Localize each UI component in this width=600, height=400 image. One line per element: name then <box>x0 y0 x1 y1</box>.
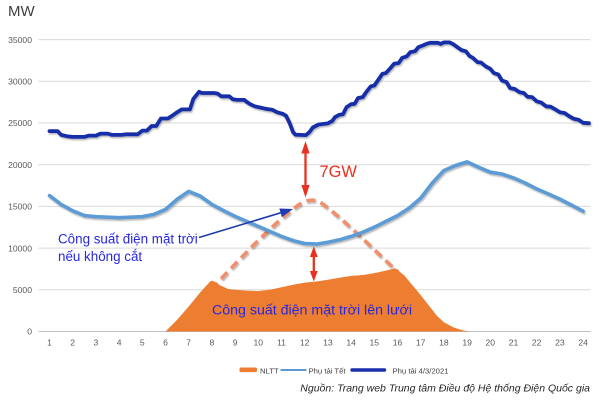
svg-text:9: 9 <box>233 338 238 348</box>
svg-text:4: 4 <box>117 338 122 348</box>
svg-text:25000: 25000 <box>8 118 32 128</box>
svg-text:1: 1 <box>47 338 52 348</box>
svg-text:16: 16 <box>393 338 403 348</box>
svg-text:0: 0 <box>27 327 32 337</box>
svg-text:10000: 10000 <box>8 243 32 253</box>
svg-text:20: 20 <box>486 338 496 348</box>
svg-text:Phụ tải 4/3/2021: Phụ tải 4/3/2021 <box>393 367 449 376</box>
svg-text:17: 17 <box>416 338 426 348</box>
svg-text:8: 8 <box>210 338 215 348</box>
svg-text:15000: 15000 <box>8 202 32 212</box>
svg-text:13: 13 <box>323 338 333 348</box>
svg-text:23: 23 <box>555 338 565 348</box>
svg-text:24: 24 <box>578 338 588 348</box>
svg-text:10: 10 <box>254 338 264 348</box>
svg-text:3: 3 <box>94 338 99 348</box>
svg-text:20000: 20000 <box>8 160 32 170</box>
svg-text:Nguồn: Trang web Trung tâm Điề: Nguồn: Trang web Trung tâm Điều độ Hệ th… <box>300 383 590 395</box>
svg-text:6: 6 <box>163 338 168 348</box>
svg-text:NLTT: NLTT <box>260 367 279 376</box>
svg-text:5000: 5000 <box>13 285 32 295</box>
svg-text:2: 2 <box>70 338 75 348</box>
svg-text:7GW: 7GW <box>320 163 358 181</box>
svg-text:15: 15 <box>370 338 380 348</box>
svg-text:12: 12 <box>300 338 310 348</box>
svg-text:MW: MW <box>8 3 35 20</box>
svg-text:Công suất điện mặt trời lên lư: Công suất điện mặt trời lên lưới <box>212 303 412 319</box>
svg-text:18: 18 <box>439 338 449 348</box>
svg-text:19: 19 <box>462 338 472 348</box>
svg-text:21: 21 <box>509 338 519 348</box>
svg-text:7: 7 <box>186 338 191 348</box>
svg-text:22: 22 <box>532 338 542 348</box>
svg-text:11: 11 <box>277 338 286 348</box>
svg-text:nếu không cắt: nếu không cắt <box>58 249 142 264</box>
svg-text:14: 14 <box>346 338 356 348</box>
svg-text:35000: 35000 <box>8 35 32 45</box>
svg-text:30000: 30000 <box>8 77 32 87</box>
svg-text:Công suất điện mặt trời: Công suất điện mặt trời <box>58 232 198 247</box>
svg-text:5: 5 <box>140 338 145 348</box>
svg-text:Phụ tải Tết: Phụ tải Tết <box>309 367 347 376</box>
